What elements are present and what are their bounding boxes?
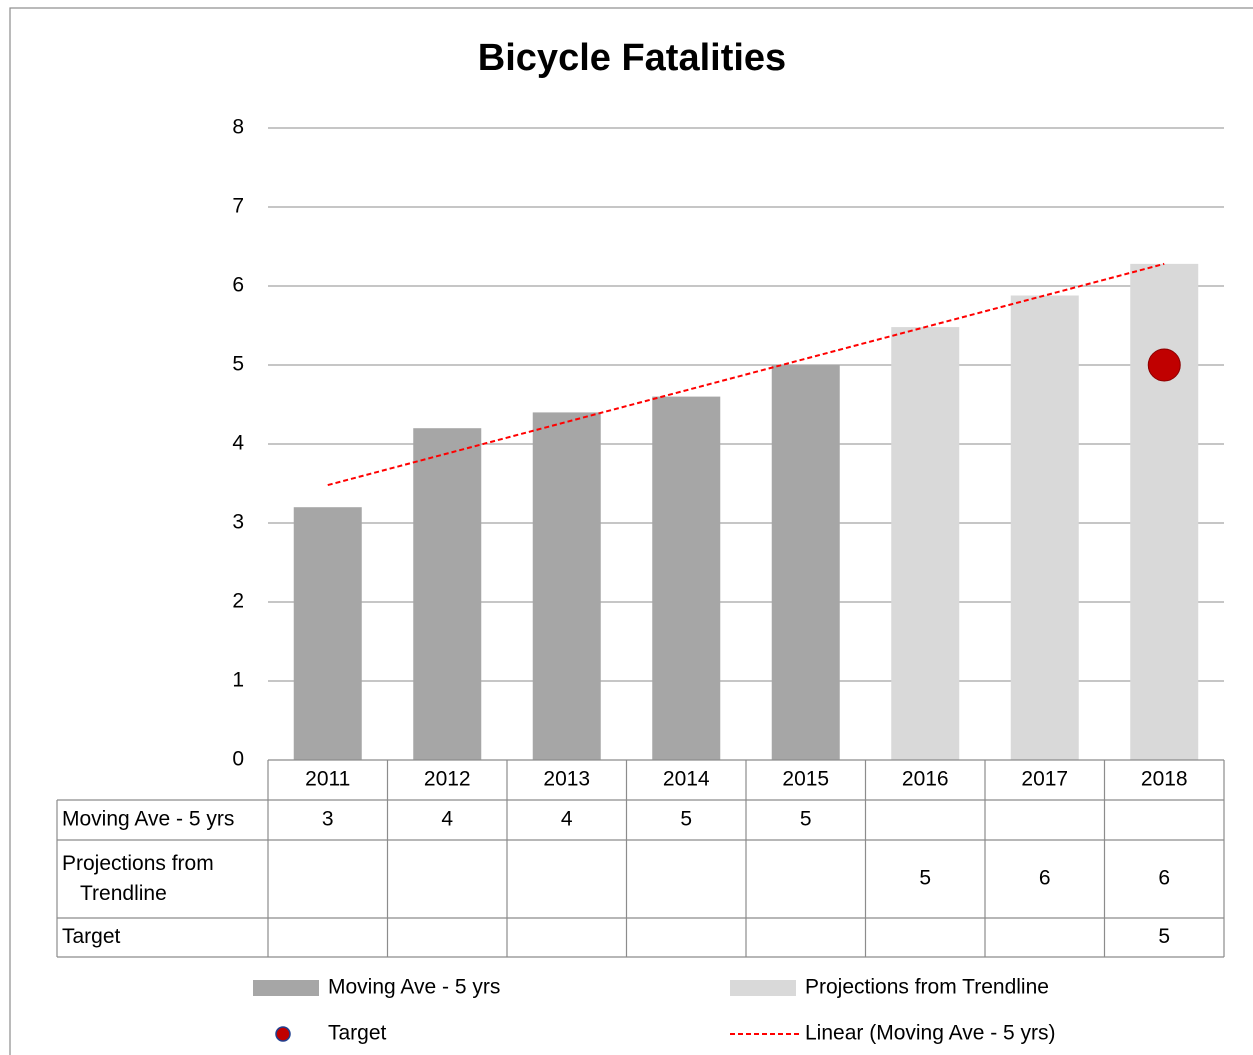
table-row-header: Moving Ave - 5 yrs bbox=[62, 808, 234, 831]
legend-swatch bbox=[730, 980, 796, 996]
bar bbox=[891, 327, 960, 760]
table-value: 4 bbox=[561, 808, 573, 831]
table-value: 3 bbox=[322, 808, 334, 831]
chart-frame bbox=[9, 7, 1253, 1055]
x-tick-label: 2011 bbox=[305, 768, 350, 791]
target-point bbox=[1147, 348, 1181, 382]
table-value: 6 bbox=[1039, 867, 1051, 890]
table-row-header: Projections from Trendline bbox=[62, 852, 214, 905]
y-tick-label: 4 bbox=[232, 432, 244, 455]
trend-line bbox=[327, 262, 1165, 487]
y-tick-label: 3 bbox=[232, 511, 244, 534]
x-tick-label: 2013 bbox=[543, 768, 590, 791]
bar bbox=[652, 396, 721, 760]
x-tick-label: 2012 bbox=[424, 768, 471, 791]
legend-label: Linear (Moving Ave - 5 yrs) bbox=[805, 1022, 1056, 1045]
table-value: 5 bbox=[919, 867, 931, 890]
bar bbox=[413, 428, 482, 760]
legend-swatch bbox=[253, 980, 319, 996]
y-tick-label: 2 bbox=[232, 590, 244, 613]
x-tick-label: 2018 bbox=[1141, 768, 1188, 791]
bar bbox=[771, 365, 840, 760]
y-tick-label: 5 bbox=[232, 353, 244, 376]
y-tick-label: 0 bbox=[232, 748, 244, 771]
x-tick-label: 2015 bbox=[782, 768, 829, 791]
bar bbox=[1010, 295, 1079, 760]
legend-swatch bbox=[275, 1026, 291, 1042]
bar bbox=[1130, 263, 1199, 760]
x-tick-label: 2017 bbox=[1021, 768, 1068, 791]
x-tick-label: 2014 bbox=[663, 768, 710, 791]
y-tick-label: 6 bbox=[232, 274, 244, 297]
y-tick-label: 8 bbox=[232, 116, 244, 139]
legend-label: Moving Ave - 5 yrs bbox=[328, 976, 500, 999]
bar bbox=[532, 412, 601, 760]
table-value: 5 bbox=[1158, 925, 1170, 948]
chart-title: Bicycle Fatalities bbox=[478, 37, 786, 79]
legend-label: Target bbox=[328, 1022, 387, 1045]
table-row-header: Target bbox=[62, 925, 121, 948]
legend-label: Projections from Trendline bbox=[805, 976, 1049, 999]
bar bbox=[293, 507, 362, 760]
table-value: 4 bbox=[441, 808, 453, 831]
x-tick-label: 2016 bbox=[902, 768, 949, 791]
y-tick-label: 7 bbox=[232, 195, 244, 218]
table-value: 5 bbox=[680, 808, 692, 831]
table-value: 6 bbox=[1158, 867, 1170, 890]
y-tick-label: 1 bbox=[232, 669, 244, 692]
table-value: 5 bbox=[800, 808, 812, 831]
